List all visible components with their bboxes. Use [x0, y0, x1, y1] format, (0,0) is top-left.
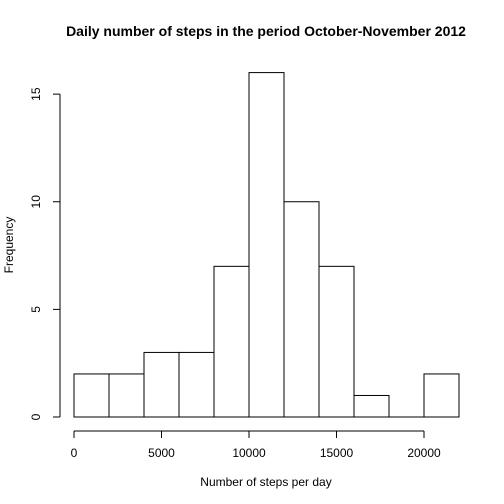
histogram-bar-1: [108, 373, 145, 418]
y-axis: 0 5 10 15: [29, 87, 61, 420]
x-tick-label-1: 5000: [148, 446, 175, 460]
y-tick-label-1: 5: [29, 306, 43, 313]
histogram-bar-6: [283, 201, 320, 418]
histogram-bar-2: [143, 351, 180, 418]
x-tick-label-0: 0: [71, 446, 78, 460]
x-axis: 0 5000 10000 15000 20000: [71, 430, 441, 460]
x-tick-label-3: 15000: [320, 446, 354, 460]
x-tick-label-4: 20000: [407, 446, 441, 460]
histogram-bar-0: [73, 373, 110, 418]
histogram-bar-10: [423, 373, 460, 418]
x-tick-label-2: 10000: [232, 446, 266, 460]
y-axis-label: Frequency: [2, 217, 16, 274]
y-tick-label-3: 15: [29, 87, 43, 101]
y-tick-label-0: 0: [29, 413, 43, 420]
histogram-bar-7: [318, 265, 355, 418]
bars-group: [73, 72, 460, 418]
histogram-bar-8: [353, 394, 390, 418]
histogram-bar-3: [178, 351, 215, 418]
y-tick-label-2: 10: [29, 195, 43, 209]
histogram-bar-5: [248, 72, 285, 418]
histogram-bar-4: [213, 265, 250, 418]
chart-title: Daily number of steps in the period Octo…: [66, 23, 466, 39]
x-axis-label: Number of steps per day: [200, 475, 331, 489]
